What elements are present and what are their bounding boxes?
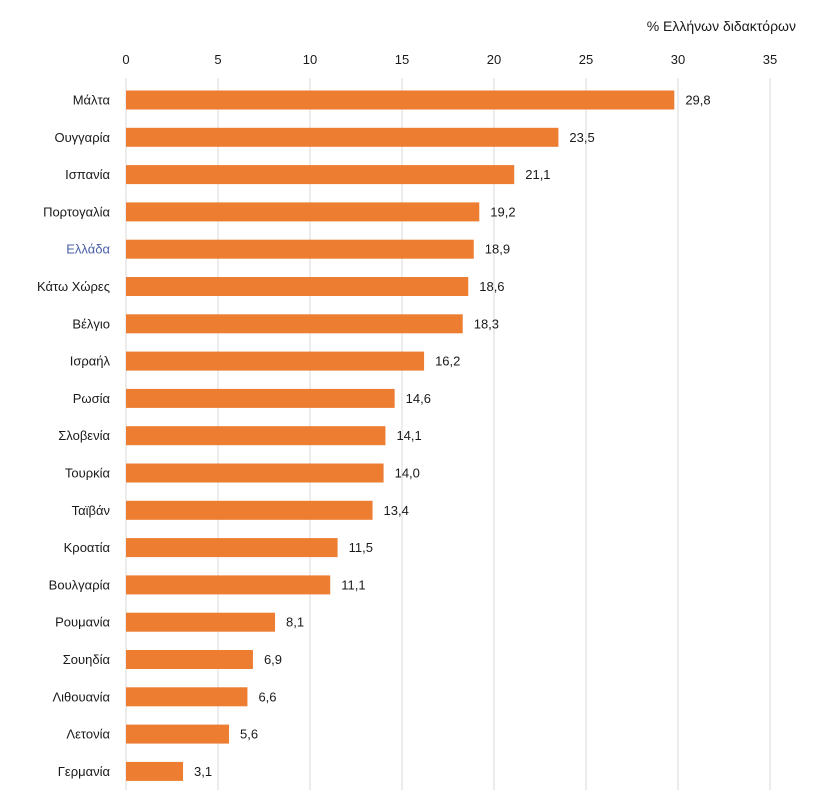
bar (126, 165, 515, 185)
value-label: 5,6 (240, 727, 258, 742)
bar (126, 575, 331, 595)
value-label: 16,2 (435, 354, 460, 369)
category-label: Λιθουανία (52, 689, 110, 704)
value-label: 14,0 (395, 466, 420, 481)
x-axis-title: % Ελλήνων διδακτόρων (647, 18, 796, 34)
category-label: Σλοβενία (58, 428, 110, 443)
value-labels: 29,8 23,5 21,1 19,2 18,9 18,6 18,3 16,2 14,6 14,1… (194, 93, 711, 779)
bar (126, 90, 675, 110)
bar (126, 463, 384, 483)
category-labels: Μάλτα Ουγγαρία Ισπανία Πορτογαλία Ελλάδα Κάτω… (37, 93, 111, 779)
x-axis-ticks: 0 5 10 15 20 25 30 35 (122, 52, 777, 67)
bar (126, 277, 469, 296)
value-label: 19,2 (490, 204, 515, 219)
bar (126, 202, 480, 222)
category-label: Σουηδία (63, 652, 111, 667)
category-label: Ρωσία (73, 391, 111, 406)
category-label: Ρουμανία (55, 615, 110, 630)
value-label: 21,1 (525, 167, 550, 182)
category-label: Λετονία (66, 727, 110, 742)
value-label: 3,1 (194, 764, 212, 779)
x-tick-label: 25 (579, 52, 593, 67)
value-label: 14,1 (396, 428, 421, 443)
value-label: 13,4 (384, 503, 409, 518)
category-label: Ισπανία (65, 167, 110, 182)
bar (126, 538, 338, 558)
category-label: Μάλτα (73, 93, 111, 108)
x-tick-label: 35 (763, 52, 777, 67)
value-label: 11,1 (341, 577, 365, 592)
bar (126, 500, 373, 520)
value-label: 6,9 (264, 652, 282, 667)
category-label: Ουγγαρία (54, 130, 110, 145)
category-label: Πορτογαλία (43, 204, 110, 219)
bar (126, 388, 395, 408)
x-tick-label: 15 (395, 52, 409, 67)
bar (126, 724, 230, 744)
value-label: 6,6 (258, 689, 276, 704)
value-label: 11,5 (349, 540, 373, 555)
category-label: Κροατία (64, 540, 111, 555)
value-label: 18,6 (479, 279, 504, 294)
x-tick-label: 30 (671, 52, 685, 67)
value-label: 14,6 (406, 391, 431, 406)
x-tick-label: 0 (122, 52, 129, 67)
category-label: Ισραήλ (70, 354, 111, 369)
x-tick-label: 5 (214, 52, 221, 67)
bar (126, 314, 463, 334)
value-label: 23,5 (569, 130, 594, 145)
bar (126, 351, 425, 371)
value-label: 18,9 (485, 242, 510, 257)
category-label: Βουλγαρία (49, 577, 111, 592)
category-label: Τουρκία (65, 466, 111, 481)
category-label: Βέλγιο (72, 316, 110, 331)
x-tick-label: 10 (303, 52, 317, 67)
bars (126, 90, 675, 781)
category-label: Κάτω Χώρες (37, 279, 110, 294)
bar (126, 687, 248, 707)
x-tick-label: 20 (487, 52, 501, 67)
category-label: Ελλάδα (66, 242, 110, 257)
value-label: 29,8 (685, 93, 710, 108)
bar (126, 612, 276, 632)
category-label: Ταϊβάν (72, 503, 110, 518)
value-label: 8,1 (286, 615, 304, 630)
category-label: Γερμανία (58, 764, 111, 779)
bar (126, 239, 474, 259)
bar (126, 127, 559, 147)
value-label: 18,3 (474, 316, 499, 331)
bar (126, 650, 253, 669)
bar (126, 761, 184, 781)
bar (126, 426, 386, 446)
